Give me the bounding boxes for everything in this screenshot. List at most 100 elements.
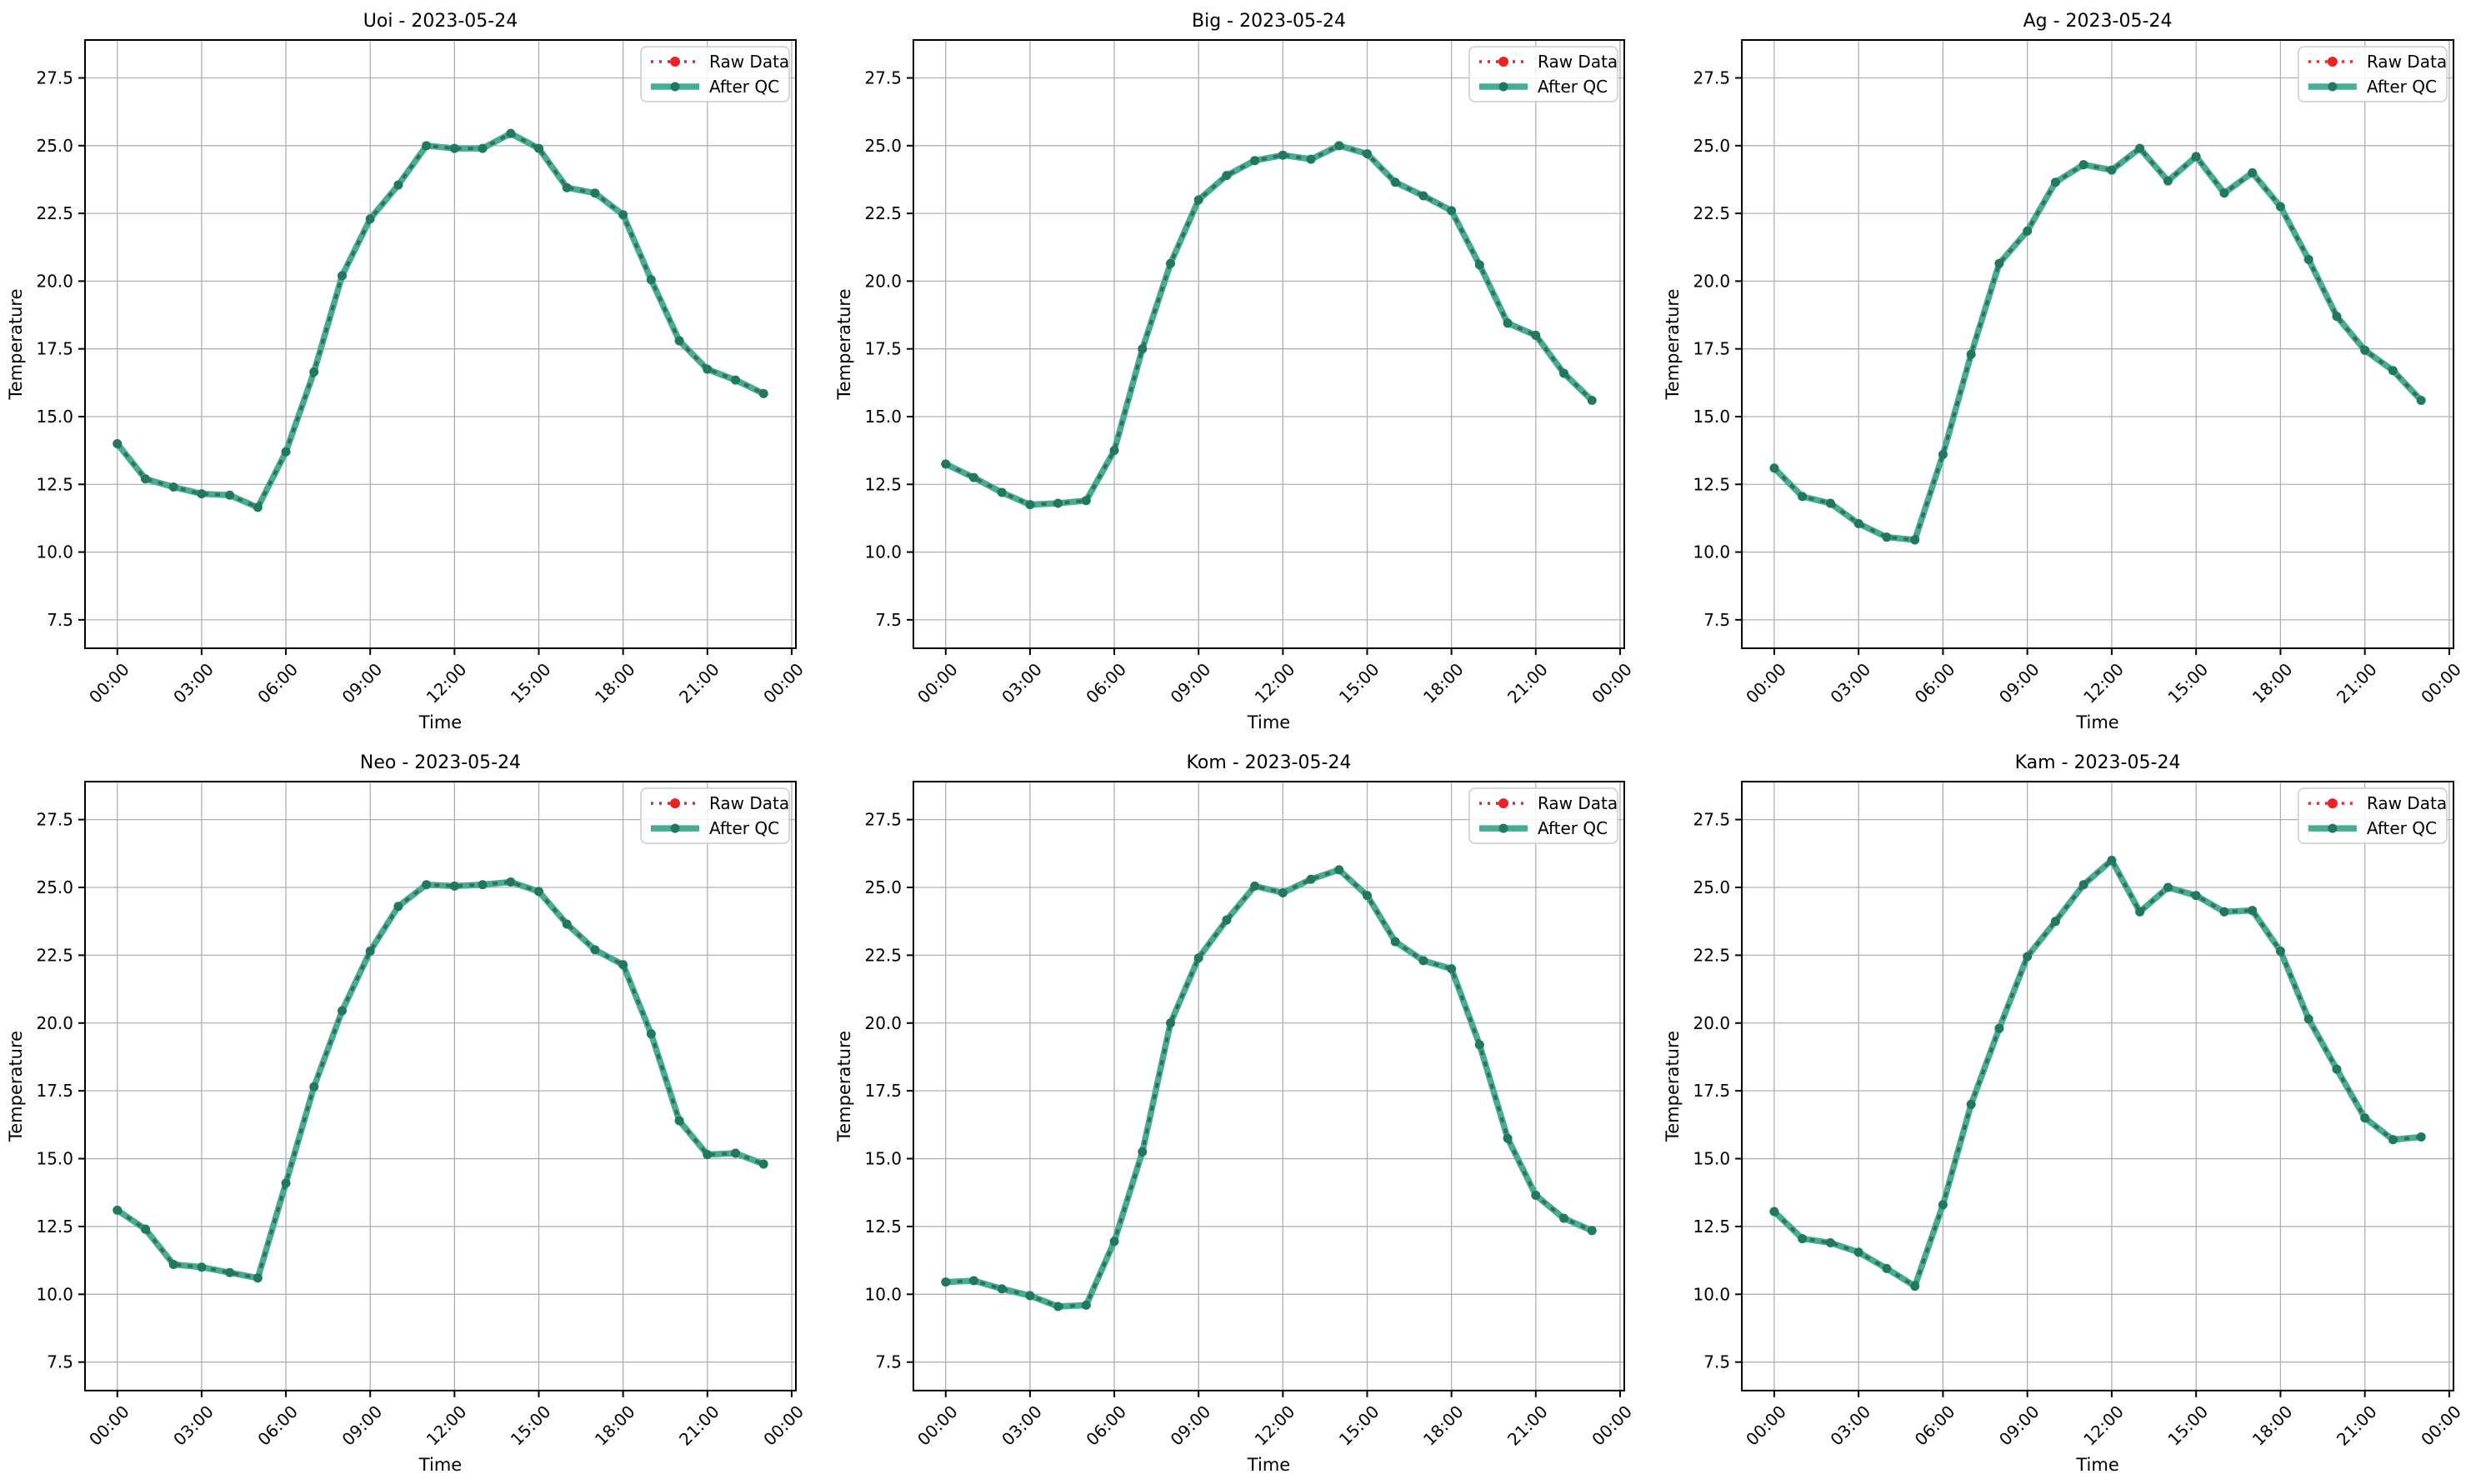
after-qc-line (943, 867, 1595, 1310)
data-point-marker (2135, 907, 2145, 917)
plot-background-ag (1657, 0, 2486, 742)
data-point-marker (562, 919, 572, 929)
y-tick-label: 25.0 (864, 877, 902, 897)
data-point-marker (1825, 1237, 1835, 1247)
data-point-marker (140, 474, 150, 484)
y-tick-label: 7.5 (47, 610, 73, 630)
data-point-marker (1882, 532, 1892, 542)
chart-title-uoi: Uoi - 2023-05-24 (363, 11, 518, 32)
data-point-marker (281, 447, 291, 457)
y-tick-label: 25.0 (1693, 877, 1731, 897)
data-point-marker (758, 1159, 768, 1169)
data-point-marker (1531, 1190, 1541, 1200)
data-point-marker (968, 1276, 978, 1286)
data-point-marker (646, 275, 656, 285)
data-point-marker (1306, 154, 1316, 164)
data-point-marker (1081, 496, 1091, 506)
legend-qc-label: After QC (1538, 77, 1608, 97)
y-tick-label: 17.5 (1693, 339, 1731, 359)
data-point-marker (1306, 874, 1316, 884)
chart-svg-ag: 00:00 03:00 06:00 09:00 12:00 15:00 18:00 21:00… (1657, 0, 2486, 742)
data-point-marker (1503, 318, 1513, 328)
y-axis-label: Temperature (834, 288, 854, 400)
legend-kom: Raw Data After QC (1468, 787, 1618, 844)
y-tick-label: 7.5 (1703, 1352, 1730, 1372)
y-tick-label: 17.5 (1693, 1081, 1731, 1101)
data-point-marker (997, 487, 1007, 497)
data-point-marker (2416, 1132, 2426, 1142)
legend-big: Raw Data After QC (1468, 46, 1618, 102)
y-tick-label: 12.5 (1693, 1217, 1731, 1237)
y-tick-label: 17.5 (36, 1081, 73, 1101)
data-point-marker (758, 388, 768, 398)
data-point-marker (2275, 947, 2285, 957)
axes-spines (1741, 781, 2454, 1392)
data-point-marker (1994, 258, 2004, 268)
data-point-marker (2303, 254, 2313, 264)
data-point-marker (2163, 882, 2173, 892)
data-point-marker (1474, 260, 1484, 270)
data-point-marker (253, 1273, 263, 1283)
data-point-marker (1109, 1237, 1119, 1247)
data-point-marker (2050, 177, 2060, 187)
data-point-marker (309, 367, 319, 377)
x-axis-label: Time (418, 1454, 462, 1475)
data-point-marker (968, 472, 978, 482)
data-point-marker (1222, 915, 1232, 925)
y-tick-label: 20.0 (36, 1013, 73, 1033)
data-point-marker (422, 141, 432, 151)
data-point-marker (1531, 330, 1541, 340)
data-point-marker (2023, 226, 2033, 236)
legend-qc-label: After QC (2367, 77, 2437, 97)
y-tick-label: 10.0 (36, 542, 73, 562)
y-tick-label: 15.0 (1693, 1149, 1731, 1169)
data-point-marker (1966, 349, 1976, 359)
y-tick-label: 7.5 (875, 610, 902, 630)
data-point-marker (703, 1150, 713, 1160)
x-axis-label: Time (2075, 1454, 2118, 1475)
data-point-marker (478, 880, 488, 890)
data-point-marker (1798, 492, 1808, 502)
legend-raw-label: Raw Data (709, 793, 789, 813)
legend-qc-label: After QC (709, 818, 779, 838)
legend-qc-marker (1498, 823, 1508, 833)
y-tick-label: 22.5 (1693, 945, 1731, 965)
data-point-marker (1853, 1247, 1863, 1257)
data-point-marker (1025, 500, 1035, 510)
data-point-marker (506, 877, 516, 887)
data-point-marker (1278, 150, 1288, 160)
data-point-marker (2050, 917, 2060, 927)
chart-title-big: Big - 2023-05-24 (1192, 11, 1346, 32)
y-axis-label: Temperature (1662, 289, 1683, 401)
data-point-marker (2219, 907, 2229, 917)
y-axis-label: Temperature (833, 1031, 854, 1142)
y-tick-label: 15.0 (864, 407, 902, 427)
data-point-marker (534, 143, 544, 153)
axes-spines (84, 781, 797, 1392)
y-tick-label: 12.5 (36, 474, 73, 494)
legend-qc-label: After QC (709, 77, 779, 97)
data-point-marker (674, 1116, 684, 1126)
y-tick-label: 17.5 (864, 339, 902, 359)
data-point-marker (1587, 1226, 1597, 1236)
data-point-marker (731, 375, 741, 385)
data-point-marker (2191, 891, 2201, 901)
y-tick-label: 10.0 (864, 542, 902, 562)
data-point-marker (2135, 143, 2145, 153)
data-point-marker (197, 1262, 207, 1272)
y-tick-label: 17.5 (36, 339, 73, 359)
data-point-marker (2388, 366, 2398, 376)
axes-spines (913, 39, 1625, 649)
y-axis-label: Temperature (6, 288, 26, 400)
data-point-marker (2107, 855, 2117, 865)
y-tick-label: 22.5 (36, 203, 73, 223)
data-point-marker (2332, 1064, 2342, 1074)
legend-ag: Raw Data After QC (2298, 46, 2448, 102)
plot-background-neo (0, 742, 828, 1484)
data-point-marker (1938, 1200, 1948, 1210)
data-point-marker (1938, 450, 1948, 460)
data-point-marker (1025, 1291, 1035, 1301)
data-point-marker (1193, 195, 1203, 205)
data-point-marker (393, 180, 403, 190)
chart-svg-neo: 00:00 03:00 06:00 09:00 12:00 15:00 18:00 21:00… (0, 742, 828, 1484)
